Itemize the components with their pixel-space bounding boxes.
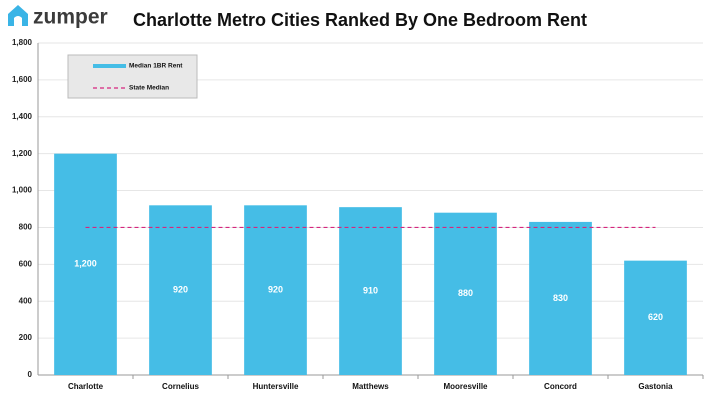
- logo-icon-door: [14, 16, 22, 26]
- y-tick-label: 1,000: [12, 186, 33, 195]
- logo-text: zumper: [33, 6, 108, 29]
- bar: [339, 207, 402, 375]
- y-tick-label: 0: [28, 370, 33, 379]
- value-label: 880: [458, 288, 473, 298]
- y-tick-label: 600: [19, 259, 33, 268]
- x-tick-label: Gastonia: [638, 382, 673, 391]
- bar: [244, 205, 307, 375]
- x-tick-label: Cornelius: [162, 382, 199, 391]
- y-tick-label: 1,400: [12, 112, 33, 121]
- value-label: 1,200: [74, 259, 97, 269]
- y-tick-label: 1,600: [12, 75, 33, 84]
- chart-title: Charlotte Metro Cities Ranked By One Bed…: [133, 10, 587, 30]
- bar: [434, 212, 497, 375]
- x-tick-label: Charlotte: [68, 382, 104, 391]
- value-label: 920: [268, 285, 283, 295]
- value-label: 830: [553, 293, 568, 303]
- y-tick-label: 1,200: [12, 149, 33, 158]
- legend-label: State Median: [129, 85, 169, 92]
- y-tick-label: 400: [19, 296, 33, 305]
- y-tick-label: 800: [19, 223, 33, 232]
- bar: [529, 221, 592, 375]
- legend-box: [67, 54, 198, 99]
- bar: [149, 205, 212, 375]
- value-label: 910: [363, 285, 378, 295]
- logo: zumper: [8, 5, 108, 29]
- x-tick-label: Concord: [544, 382, 577, 391]
- value-label: 920: [173, 285, 188, 295]
- logo-icon: [8, 5, 28, 26]
- bar: [54, 153, 117, 375]
- x-tick-label: Matthews: [352, 382, 389, 391]
- y-tick-label: 1,800: [12, 38, 33, 47]
- y-tick-label: 200: [19, 333, 33, 342]
- x-tick-label: Mooresville: [443, 382, 488, 391]
- x-tick-label: Huntersville: [253, 382, 299, 391]
- legend-label: Median 1BR Rent: [129, 63, 183, 70]
- value-label: 620: [648, 312, 663, 322]
- bar: [624, 260, 687, 375]
